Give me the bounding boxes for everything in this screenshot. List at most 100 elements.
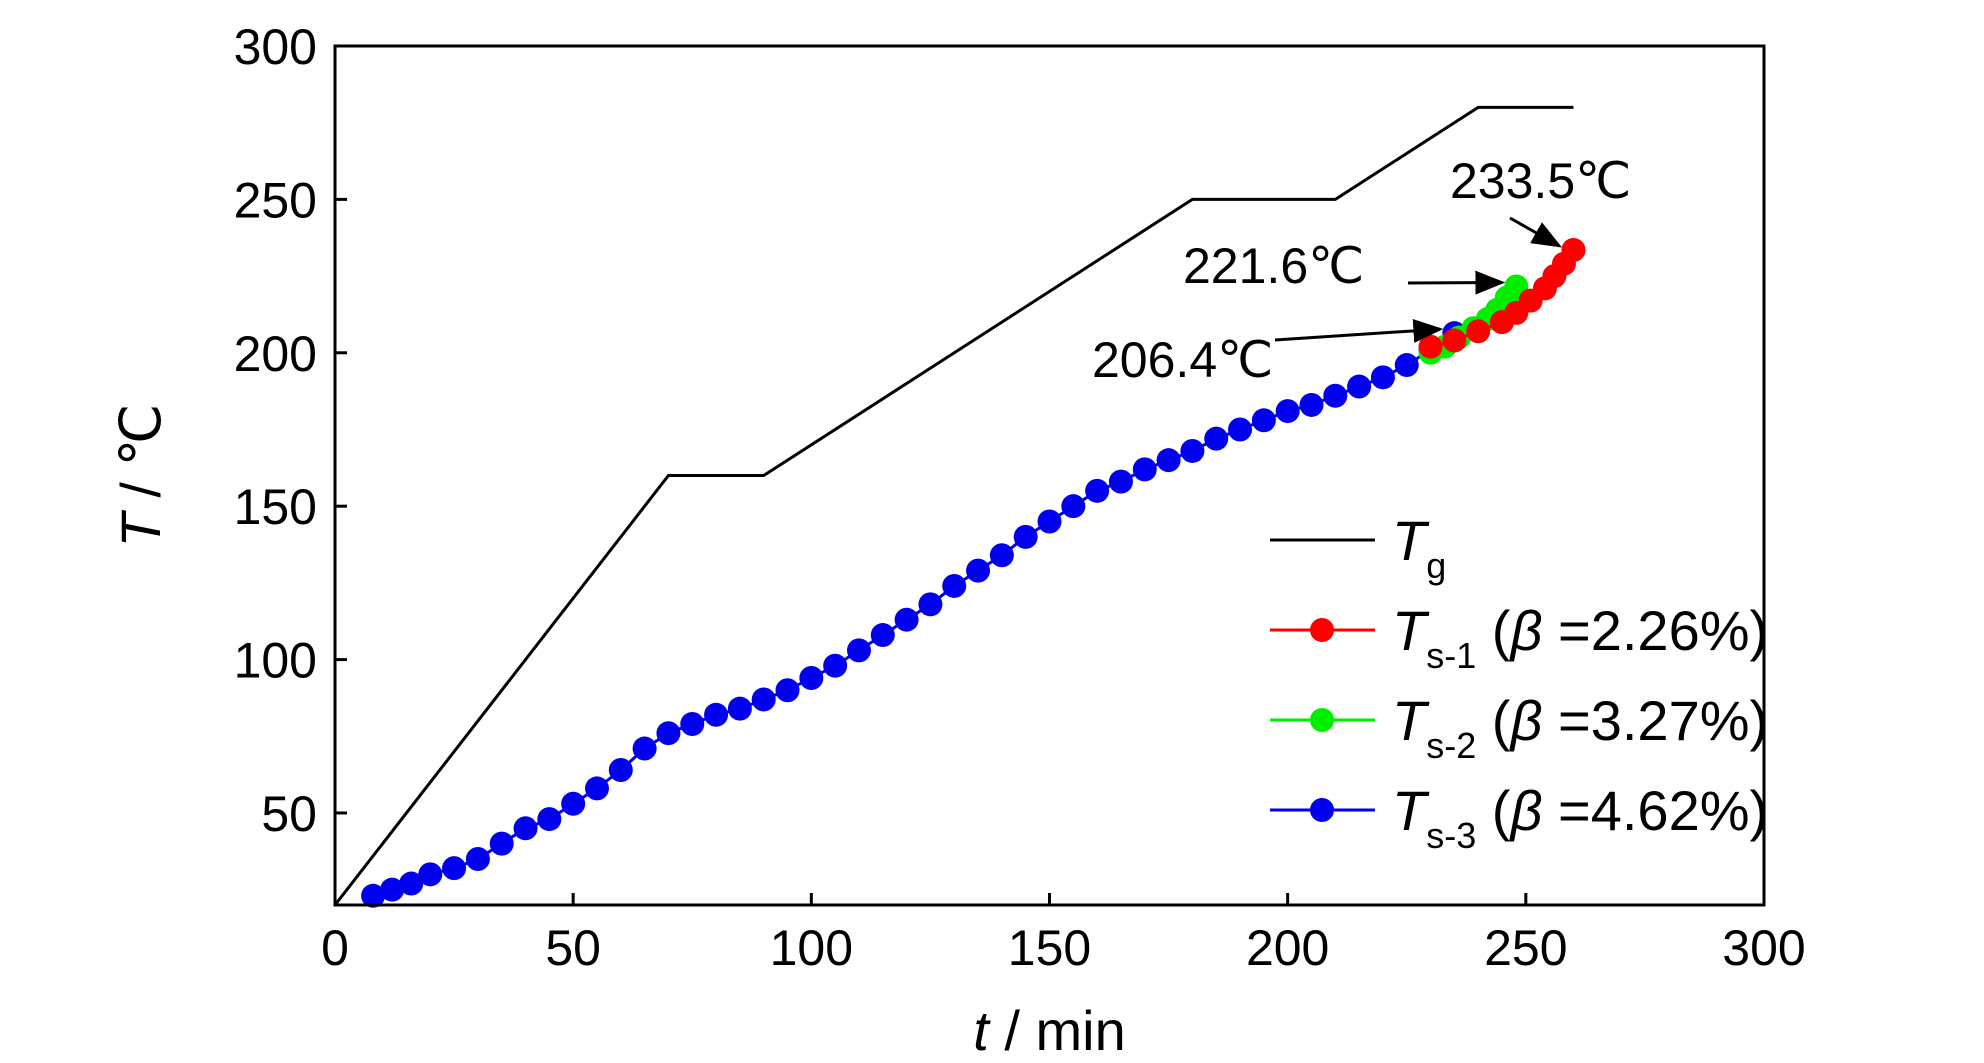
- legend-item-ts2: Ts-2 (β =3.27%): [1270, 689, 1768, 766]
- data-point-ts3: [1108, 469, 1133, 494]
- series-ts3: [361, 321, 1467, 908]
- data-point-ts3: [1180, 438, 1205, 463]
- axes: 0 50 100 150 200 250 300 50 100 150 200 250 300 t /…: [109, 19, 1806, 1062]
- data-point-ts3: [751, 687, 776, 712]
- x-tick-label: 300: [1722, 920, 1805, 976]
- data-point-ts3: [1275, 399, 1300, 424]
- legend-item-tg: Tg: [1270, 509, 1446, 586]
- data-point-ts3: [989, 543, 1014, 568]
- y-tick-label: 250: [234, 172, 317, 228]
- x-tick-label: 50: [545, 920, 601, 976]
- data-point-ts3: [1061, 494, 1086, 519]
- legend-paren: (: [1476, 779, 1511, 842]
- data-point-ts3: [608, 758, 633, 783]
- data-point-ts3: [1323, 383, 1348, 408]
- data-point-ts3: [1013, 524, 1038, 549]
- data-point-ts3: [1156, 448, 1181, 473]
- data-point-ts1: [1418, 334, 1443, 359]
- series-line-tg: [333, 105, 1574, 906]
- legend-beta: β: [1508, 689, 1542, 752]
- annotation-label: 206.4℃: [1092, 332, 1273, 388]
- legend-swatch-marker: [1310, 798, 1334, 822]
- legend-var: T: [1392, 599, 1430, 662]
- y-tick-label: 150: [234, 479, 317, 535]
- data-point-ts3: [799, 665, 824, 690]
- annotation-label: 221.6℃: [1183, 238, 1364, 294]
- x-tick-label: 250: [1484, 920, 1567, 976]
- data-point-ts3: [1228, 417, 1253, 442]
- data-point-ts3: [656, 721, 681, 746]
- data-point-ts3: [632, 736, 657, 761]
- data-point-ts3: [584, 776, 609, 801]
- annotations: 233.5℃ 221.6℃ 206.4℃: [1092, 153, 1631, 388]
- y-axis-unit: / ℃: [109, 404, 172, 514]
- data-point-ts3: [1347, 374, 1372, 399]
- data-point-ts3: [823, 653, 848, 678]
- data-point-ts3: [727, 696, 752, 721]
- data-point-ts1: [1466, 319, 1491, 344]
- x-tick-label: 200: [1246, 920, 1329, 976]
- data-point-ts3: [870, 623, 895, 648]
- legend-value: =4.62%): [1542, 779, 1768, 842]
- data-point-ts3: [966, 558, 991, 583]
- data-point-ts3: [846, 638, 871, 663]
- data-point-ts3: [465, 846, 490, 871]
- annotation-label: 233.5℃: [1450, 153, 1631, 209]
- x-tick-label: 150: [1008, 920, 1091, 976]
- data-point-ts3: [418, 862, 443, 887]
- legend-beta: β: [1508, 599, 1542, 662]
- legend-item-ts1: Ts-1 (β =2.26%): [1270, 599, 1768, 676]
- legend-label: Tg: [1392, 509, 1446, 586]
- data-point-ts3: [894, 607, 919, 632]
- data-point-ts1: [1442, 328, 1467, 353]
- data-point-ts3: [775, 678, 800, 703]
- annotation-arrow: [1509, 216, 1563, 248]
- data-point-ts3: [513, 816, 538, 841]
- y-tick-label: 100: [234, 633, 317, 689]
- data-point-ts3: [442, 856, 467, 881]
- legend-beta: β: [1508, 779, 1542, 842]
- legend-item-ts3: Ts-3 (β =4.62%): [1270, 779, 1768, 856]
- legend-value: =3.27%): [1542, 689, 1768, 752]
- y-axis-var: T: [109, 509, 172, 547]
- y-tick-label: 300: [234, 19, 317, 75]
- x-axis-title: t / min: [973, 999, 1125, 1062]
- series-tg: [333, 105, 1574, 906]
- data-point-ts3: [704, 702, 729, 727]
- legend-var: T: [1392, 779, 1430, 842]
- data-point-ts3: [1370, 365, 1395, 390]
- annotation-arrow: [1274, 318, 1444, 343]
- data-point-ts3: [361, 883, 386, 908]
- data-point-ts3: [1204, 426, 1229, 451]
- data-point-ts3: [942, 573, 967, 598]
- legend-label: Ts-1 (β =2.26%): [1392, 599, 1768, 676]
- data-point-ts3: [1085, 478, 1110, 503]
- legend-paren: (: [1476, 599, 1511, 662]
- y-tick-label: 50: [261, 786, 317, 842]
- legend-label: Ts-3 (β =4.62%): [1392, 779, 1768, 856]
- x-axis-var: t: [973, 999, 991, 1062]
- legend-subscript: s-1: [1426, 635, 1476, 676]
- legend-label: Ts-2 (β =3.27%): [1392, 689, 1768, 766]
- data-point-ts3: [561, 791, 586, 816]
- data-point-ts3: [399, 871, 424, 896]
- legend-subscript: s-2: [1426, 725, 1476, 766]
- legend-var: T: [1392, 509, 1430, 572]
- x-axis-ticks: 0 50 100 150 200 250 300: [321, 893, 1806, 976]
- data-point-ts3: [1299, 392, 1324, 417]
- x-axis-unit: / min: [989, 999, 1126, 1062]
- y-axis-ticks: 50 100 150 200 250 300: [234, 19, 347, 842]
- x-tick-label: 100: [770, 920, 853, 976]
- legend-subscript: g: [1426, 545, 1446, 586]
- data-point-ts3: [680, 711, 705, 736]
- data-point-ts3: [1394, 353, 1419, 378]
- data-point-ts3: [380, 877, 405, 902]
- legend-subscript: s-3: [1426, 815, 1476, 856]
- legend-swatch-marker: [1310, 708, 1334, 732]
- data-point-ts3: [1132, 457, 1157, 482]
- data-point-ts3: [537, 807, 562, 832]
- data-point-ts3: [1251, 408, 1276, 433]
- x-tick-label: 0: [321, 920, 349, 976]
